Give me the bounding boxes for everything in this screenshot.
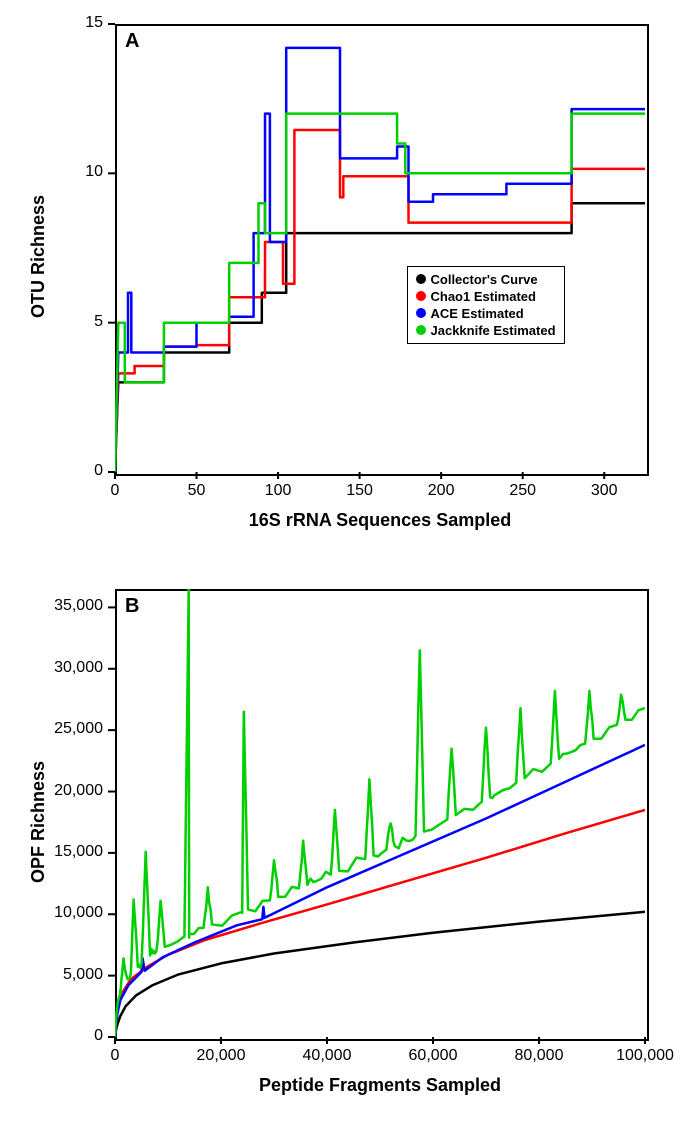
- ytick-label: 30,000: [54, 659, 103, 677]
- legend-item: Collector's Curve: [416, 271, 556, 288]
- xtick-label: 60,000: [403, 1047, 463, 1065]
- xtick-label: 100,000: [615, 1047, 675, 1065]
- legend-label: Jackknife Estimated: [431, 322, 556, 339]
- y-axis-label-b: OPF Richness: [28, 761, 49, 883]
- ytick-label: 20,000: [54, 782, 103, 800]
- legend-label: Collector's Curve: [431, 271, 538, 288]
- xtick-label: 200: [411, 482, 471, 500]
- legend-swatch: [416, 308, 426, 318]
- xtick-label: 0: [85, 482, 145, 500]
- x-axis-label-a: 16S rRNA Sequences Sampled: [115, 510, 645, 531]
- legend-label: Chao1 Estimated: [431, 288, 536, 305]
- xtick-label: 50: [167, 482, 227, 500]
- xtick-label: 20,000: [191, 1047, 251, 1065]
- xtick-label: 0: [85, 1047, 145, 1065]
- legend-a: Collector's CurveChao1 EstimatedACE Esti…: [407, 266, 565, 344]
- xtick-label: 300: [574, 482, 634, 500]
- xtick-label: 80,000: [509, 1047, 569, 1065]
- y-axis-label-a: OTU Richness: [28, 195, 49, 318]
- panel-letter-b: B: [125, 595, 139, 618]
- legend-item: Chao1 Estimated: [416, 288, 556, 305]
- figure-b: B Peptide Fragments Sampled OPF Richness…: [0, 565, 685, 1141]
- series-jackknife: [115, 114, 645, 472]
- series-chao1: [115, 130, 645, 472]
- series-chao1: [115, 810, 645, 1037]
- ytick-label: 25,000: [54, 720, 103, 738]
- xtick-label: 150: [330, 482, 390, 500]
- ytick-label: 10: [85, 163, 103, 181]
- legend-item: Jackknife Estimated: [416, 322, 556, 339]
- figure-a: A 16S rRNA Sequences Sampled OTU Richnes…: [0, 0, 685, 545]
- ytick-label: 10,000: [54, 904, 103, 922]
- ytick-label: 15,000: [54, 843, 103, 861]
- legend-swatch: [416, 274, 426, 284]
- ytick-label: 15: [85, 14, 103, 32]
- panel-letter-a: A: [125, 30, 139, 53]
- legend-item: ACE Estimated: [416, 305, 556, 322]
- ytick-label: 0: [94, 462, 103, 480]
- ytick-label: 0: [94, 1027, 103, 1045]
- ytick-label: 35,000: [54, 597, 103, 615]
- x-axis-label-b: Peptide Fragments Sampled: [115, 1075, 645, 1096]
- ytick-label: 5: [94, 313, 103, 331]
- series-ace: [115, 745, 645, 1037]
- series-ace: [115, 48, 645, 472]
- series-collectors: [115, 203, 645, 472]
- xtick-label: 250: [493, 482, 553, 500]
- xtick-label: 100: [248, 482, 308, 500]
- legend-swatch: [416, 325, 426, 335]
- series-collectors: [115, 912, 645, 1037]
- legend-swatch: [416, 291, 426, 301]
- xtick-label: 40,000: [297, 1047, 357, 1065]
- ytick-label: 5,000: [63, 966, 103, 984]
- legend-label: ACE Estimated: [431, 305, 524, 322]
